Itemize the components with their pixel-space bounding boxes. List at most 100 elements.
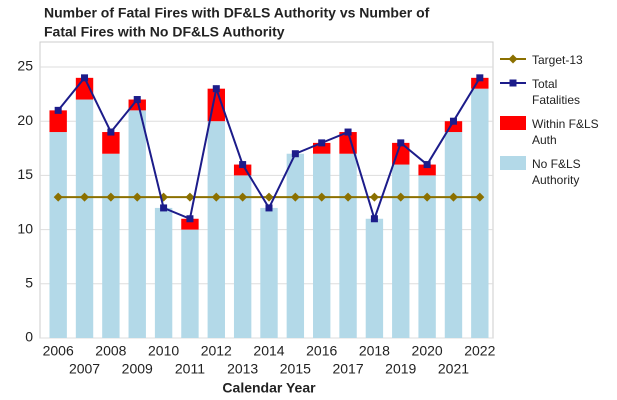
marker bbox=[265, 204, 273, 212]
marker bbox=[133, 96, 141, 104]
bar-segment bbox=[233, 164, 252, 176]
bar-segment bbox=[418, 175, 436, 338]
marker bbox=[80, 192, 90, 202]
legend-item: Target-13 bbox=[500, 52, 615, 68]
marker bbox=[396, 192, 406, 202]
x-tick-label: 2008 bbox=[95, 343, 126, 359]
bar-segment bbox=[365, 218, 384, 338]
bar-segment bbox=[286, 153, 305, 338]
bar-segment bbox=[444, 132, 463, 338]
marker bbox=[106, 192, 116, 202]
marker bbox=[291, 150, 299, 158]
bar-segment bbox=[471, 88, 489, 339]
marker bbox=[370, 215, 378, 223]
bar-segment bbox=[339, 153, 357, 338]
legend-swatch bbox=[500, 156, 526, 170]
bar-segment bbox=[418, 164, 436, 176]
legend: Target-13 Total Fatalities Within F&LS Aut… bbox=[500, 52, 615, 196]
x-tick-label: 2015 bbox=[280, 361, 311, 377]
y-tick-label: 15 bbox=[17, 166, 33, 182]
legend-swatch bbox=[500, 52, 526, 66]
legend-label: No F&LS Authority bbox=[532, 157, 581, 187]
x-tick-label: 2019 bbox=[385, 361, 416, 377]
bar-segment bbox=[102, 153, 120, 338]
bar-segment bbox=[444, 121, 463, 133]
marker bbox=[449, 117, 457, 125]
bar-segment bbox=[233, 175, 252, 338]
bar-segment bbox=[392, 164, 410, 338]
y-tick-label: 0 bbox=[25, 329, 33, 345]
bar-segment bbox=[392, 142, 410, 165]
legend-label: Target-13 bbox=[532, 53, 583, 67]
marker bbox=[107, 128, 115, 136]
bar-segment bbox=[181, 229, 199, 338]
x-tick-label: 2021 bbox=[438, 361, 469, 377]
bar-segment bbox=[260, 207, 278, 338]
marker bbox=[317, 192, 327, 202]
bar-segment bbox=[154, 207, 173, 338]
legend-item: Within F&LS Auth bbox=[500, 116, 615, 148]
bar-segment bbox=[49, 132, 67, 338]
legend-label: Within F&LS Auth bbox=[532, 117, 599, 147]
marker bbox=[239, 161, 247, 169]
x-tick-label: 2009 bbox=[122, 361, 153, 377]
y-tick-label: 25 bbox=[17, 58, 33, 74]
marker bbox=[369, 192, 379, 202]
marker bbox=[160, 204, 168, 212]
bar-segment bbox=[207, 121, 225, 338]
marker bbox=[422, 192, 432, 202]
marker bbox=[132, 192, 142, 202]
marker bbox=[211, 192, 221, 202]
x-tick-label: 2007 bbox=[69, 361, 100, 377]
marker bbox=[238, 192, 248, 202]
chart-title: Number of Fatal Fires with DF&LS Authori… bbox=[44, 5, 430, 21]
x-tick-label: 2017 bbox=[332, 361, 363, 377]
bar-segment bbox=[75, 99, 94, 339]
x-tick-label: 2016 bbox=[306, 343, 337, 359]
x-tick-label: 2011 bbox=[175, 361, 205, 377]
legend-swatch bbox=[500, 116, 526, 130]
marker bbox=[290, 192, 300, 202]
x-tick-label: 2018 bbox=[359, 343, 390, 359]
marker bbox=[54, 106, 62, 114]
chart-title: Fatal Fires with No DF&LS Authority bbox=[44, 24, 285, 40]
legend-item: Total Fatalities bbox=[500, 76, 615, 108]
marker bbox=[185, 192, 195, 202]
marker bbox=[475, 192, 485, 202]
bar-segment bbox=[313, 142, 331, 154]
bar-segment bbox=[181, 218, 199, 230]
marker bbox=[264, 192, 274, 202]
marker bbox=[397, 139, 405, 147]
marker bbox=[448, 192, 458, 202]
bar-segment bbox=[471, 77, 489, 89]
x-axis-label: Calendar Year bbox=[222, 380, 316, 396]
marker bbox=[423, 161, 431, 169]
marker bbox=[81, 74, 89, 82]
marker bbox=[476, 74, 484, 82]
marker bbox=[318, 139, 326, 147]
marker bbox=[53, 192, 63, 202]
legend-label: Total Fatalities bbox=[532, 77, 581, 107]
y-tick-label: 20 bbox=[17, 112, 33, 128]
marker bbox=[344, 128, 352, 136]
bar-segment bbox=[128, 110, 146, 338]
x-tick-label: 2012 bbox=[201, 343, 232, 359]
x-tick-label: 2022 bbox=[464, 343, 495, 359]
bar-segment bbox=[102, 132, 120, 154]
x-tick-label: 2013 bbox=[227, 361, 258, 377]
y-tick-label: 10 bbox=[17, 220, 33, 236]
x-tick-label: 2010 bbox=[148, 343, 179, 359]
legend-item: No F&LS Authority bbox=[500, 156, 615, 188]
legend-swatch bbox=[500, 76, 526, 90]
marker bbox=[186, 215, 194, 223]
bar-segment bbox=[313, 153, 331, 338]
y-tick-label: 5 bbox=[25, 275, 33, 291]
x-tick-label: 2014 bbox=[253, 343, 284, 359]
marker bbox=[212, 85, 220, 93]
marker bbox=[343, 192, 353, 202]
bar-segment bbox=[49, 110, 67, 133]
x-tick-label: 2020 bbox=[412, 343, 443, 359]
bar-segment bbox=[128, 99, 146, 111]
